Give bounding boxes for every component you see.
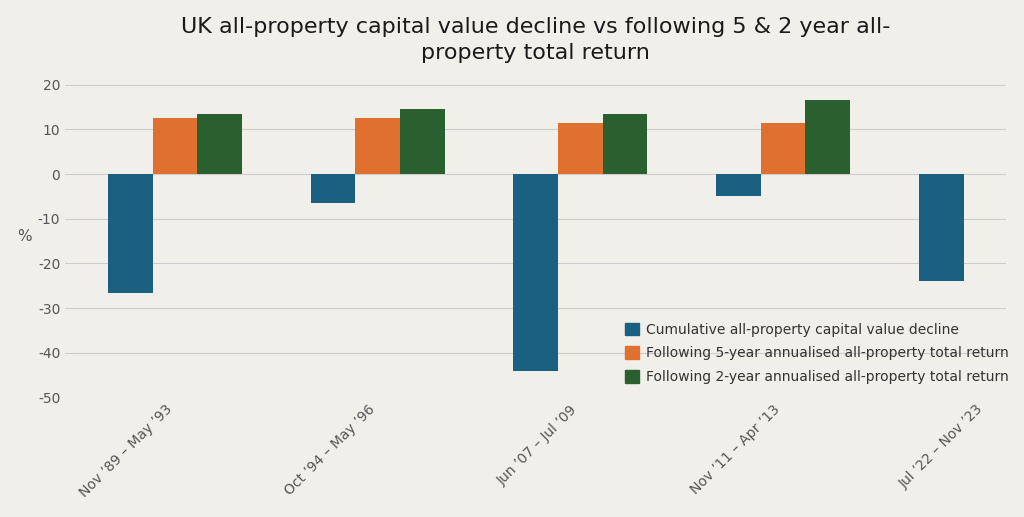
Bar — [198, 114, 242, 174]
Bar — [513, 174, 558, 371]
Y-axis label: %: % — [16, 229, 32, 244]
Bar — [558, 123, 603, 174]
Bar — [603, 114, 647, 174]
Bar — [716, 174, 761, 196]
Bar — [806, 100, 850, 174]
Bar — [355, 118, 400, 174]
Bar — [310, 174, 355, 203]
Bar — [400, 109, 444, 174]
Bar — [761, 123, 806, 174]
Bar — [108, 174, 153, 293]
Bar — [919, 174, 964, 281]
Title: UK all-property capital value decline vs following 5 & 2 year all-
property tota: UK all-property capital value decline vs… — [181, 17, 891, 63]
Legend: Cumulative all-property capital value decline, Following 5-year annualised all-p: Cumulative all-property capital value de… — [626, 323, 1009, 384]
Bar — [153, 118, 198, 174]
